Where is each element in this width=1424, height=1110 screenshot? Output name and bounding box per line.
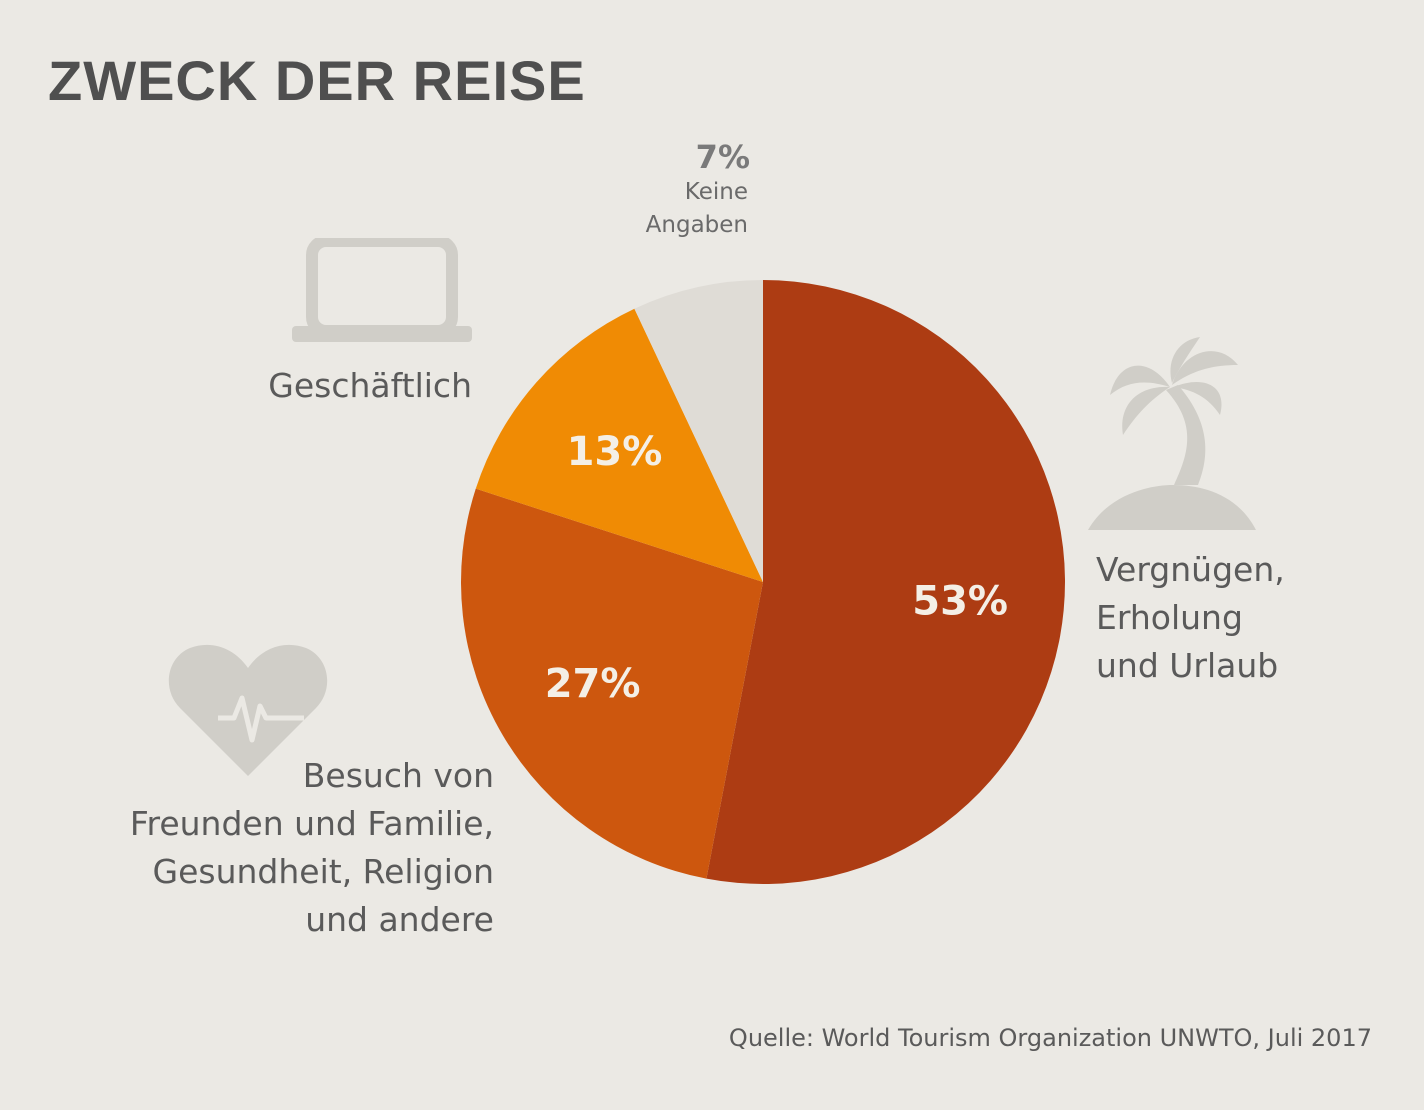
visit-label-line: und andere bbox=[305, 900, 494, 939]
slice-value-label: 13% bbox=[567, 429, 663, 475]
unknown-label: Keine Angaben bbox=[646, 176, 748, 242]
page-title: ZWECK DER REISE bbox=[48, 49, 586, 112]
slice-value-label: 27% bbox=[545, 661, 641, 707]
visit-label: Besuch von Freunden und Familie, Gesundh… bbox=[130, 752, 494, 944]
leisure-label-line: Erholung bbox=[1096, 598, 1243, 637]
leisure-label-line: Vergnügen, bbox=[1096, 550, 1285, 589]
heart-pulse-icon bbox=[168, 644, 328, 776]
pie-slice bbox=[475, 308, 763, 582]
pie-slice bbox=[706, 280, 1066, 885]
visit-label-line: Gesundheit, Religion bbox=[152, 852, 494, 891]
business-label-line: Geschäftlich bbox=[268, 366, 472, 405]
unknown-label-line: Angaben bbox=[645, 212, 748, 238]
pie-slices bbox=[461, 280, 1066, 885]
slice-value-label: 53% bbox=[912, 579, 1008, 625]
leisure-label: Vergnügen, Erholung und Urlaub bbox=[1096, 546, 1285, 690]
pie-slice bbox=[634, 280, 763, 582]
visit-label-line: Besuch von bbox=[302, 756, 494, 795]
pie-slice-labels: 53% 27% 13% bbox=[545, 429, 1008, 707]
visit-label-line: Freunden und Familie, bbox=[129, 804, 494, 843]
leisure-label-line: und Urlaub bbox=[1096, 646, 1279, 685]
laptop-icon bbox=[292, 238, 472, 342]
palm-island-icon bbox=[1088, 337, 1256, 530]
unknown-label-line: Keine bbox=[684, 179, 748, 205]
unknown-percent: 7% bbox=[695, 138, 750, 176]
source-note: Quelle: World Tourism Organization UNWTO… bbox=[728, 1024, 1372, 1052]
pie-slice bbox=[461, 488, 763, 879]
business-label: Geschäftlich bbox=[268, 362, 472, 410]
